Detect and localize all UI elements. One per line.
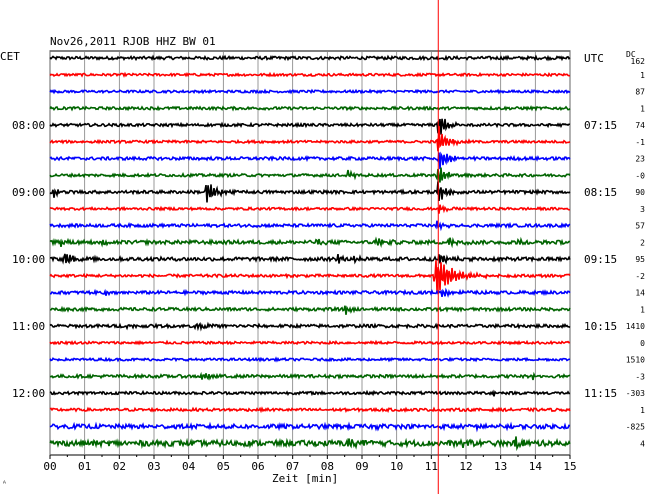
seismic-trace-5 xyxy=(49,126,571,152)
x-tick-label: 15 xyxy=(563,460,576,473)
dc-offset-label: 4 xyxy=(640,439,645,448)
x-tick-label: 06 xyxy=(251,460,264,473)
seismic-trace-17 xyxy=(49,339,571,346)
seismic-trace-6 xyxy=(49,151,571,170)
dc-offset-label: 1 xyxy=(640,305,645,314)
dc-offset-label: 1 xyxy=(640,406,645,415)
dc-offset-label: 1510 xyxy=(626,356,645,365)
utc-time-label: 11:15 xyxy=(584,387,617,400)
x-tick-label: 04 xyxy=(182,460,196,473)
seismic-trace-14 xyxy=(50,287,571,298)
x-tick-label: 14 xyxy=(529,460,543,473)
dc-header: DC xyxy=(626,50,636,59)
x-axis-label: Zeit [min] xyxy=(272,472,338,485)
dc-offset-label: 1 xyxy=(640,104,645,113)
dc-offset-label: 2 xyxy=(640,238,645,247)
seismic-trace-11 xyxy=(49,236,571,249)
grid-layer: 00 01 02 03 04 05 06 07 08 09 10 11 12 13 14 15 xyxy=(43,50,577,473)
dc-offset-label: -825 xyxy=(626,423,645,432)
trace-layer xyxy=(49,54,571,452)
seismic-trace-2 xyxy=(49,88,571,95)
utc-time-label: 09:15 xyxy=(584,253,617,266)
dc-offset-label: -303 xyxy=(626,389,645,398)
utc-time-label: 07:15 xyxy=(584,119,617,132)
cet-axis-title: CET xyxy=(0,50,20,63)
label-layer: Nov26,2011 RJOB HHZ BW 01 CET DC Zeit [m… xyxy=(0,35,645,488)
seismic-trace-23 xyxy=(49,436,571,452)
seismic-trace-9 xyxy=(49,204,571,214)
x-tick-label: 13 xyxy=(494,460,507,473)
x-tick-label: 07 xyxy=(286,460,299,473)
x-tick-label: 12 xyxy=(459,460,472,473)
x-tick-label: 11 xyxy=(425,460,438,473)
x-tick-label: 05 xyxy=(217,460,230,473)
dc-offset-label: 74 xyxy=(635,121,645,130)
seismic-trace-8 xyxy=(49,181,571,203)
seismic-trace-0 xyxy=(49,54,571,62)
seismic-trace-10 xyxy=(49,220,571,232)
seismic-trace-3 xyxy=(49,105,571,112)
x-tick-label: 00 xyxy=(43,460,56,473)
dc-offset-label: -2 xyxy=(635,272,645,281)
dc-offset-label: 23 xyxy=(635,155,645,164)
dc-offset-label: 95 xyxy=(635,255,645,264)
cet-time-label: 12:00 xyxy=(12,387,45,400)
seismic-trace-13 xyxy=(49,260,571,292)
dc-offset-label: 1 xyxy=(640,71,645,80)
x-tick-label: 02 xyxy=(113,460,126,473)
seismic-trace-15 xyxy=(50,305,571,315)
x-tick-label: 08 xyxy=(321,460,334,473)
seismic-trace-12 xyxy=(49,253,571,265)
seismic-trace-20 xyxy=(49,389,571,397)
cet-time-label: 08:00 xyxy=(12,119,45,132)
x-tick-label: 03 xyxy=(147,460,160,473)
dc-offset-label: 162 xyxy=(631,57,646,66)
dc-offset-label: 0 xyxy=(640,339,645,348)
utc-time-label: UTC xyxy=(584,52,604,65)
dc-offset-label: 57 xyxy=(635,222,645,231)
cet-time-label: 10:00 xyxy=(12,253,45,266)
dc-offset-label: 87 xyxy=(635,88,645,97)
seismic-trace-4 xyxy=(49,118,571,135)
seismic-trace-7 xyxy=(49,167,571,183)
cet-time-label: 11:00 xyxy=(12,320,45,333)
x-tick-label: 09 xyxy=(355,460,368,473)
dc-offset-label: 90 xyxy=(635,188,645,197)
seismic-trace-21 xyxy=(49,406,571,414)
corner-mark: ᴬ xyxy=(2,479,7,488)
utc-time-label: 10:15 xyxy=(584,320,617,333)
seismic-trace-16 xyxy=(49,321,571,332)
dc-offset-label: 14 xyxy=(635,289,645,298)
x-tick-label: 01 xyxy=(78,460,91,473)
utc-time-label: 08:15 xyxy=(584,186,617,199)
x-tick-label: 10 xyxy=(390,460,403,473)
dc-offset-label: 1410 xyxy=(626,322,645,331)
seismic-trace-22 xyxy=(49,421,571,433)
dc-offset-label: -1 xyxy=(635,138,645,147)
dc-offset-label: -3 xyxy=(635,372,645,381)
chart-title: Nov26,2011 RJOB HHZ BW 01 xyxy=(50,35,216,48)
seismic-trace-1 xyxy=(49,71,570,78)
dc-offset-label: 3 xyxy=(640,205,645,214)
cet-time-label: 09:00 xyxy=(12,186,45,199)
seismic-trace-18 xyxy=(49,356,571,363)
seismic-trace-19 xyxy=(49,371,571,381)
dc-offset-label: -0 xyxy=(635,171,645,180)
